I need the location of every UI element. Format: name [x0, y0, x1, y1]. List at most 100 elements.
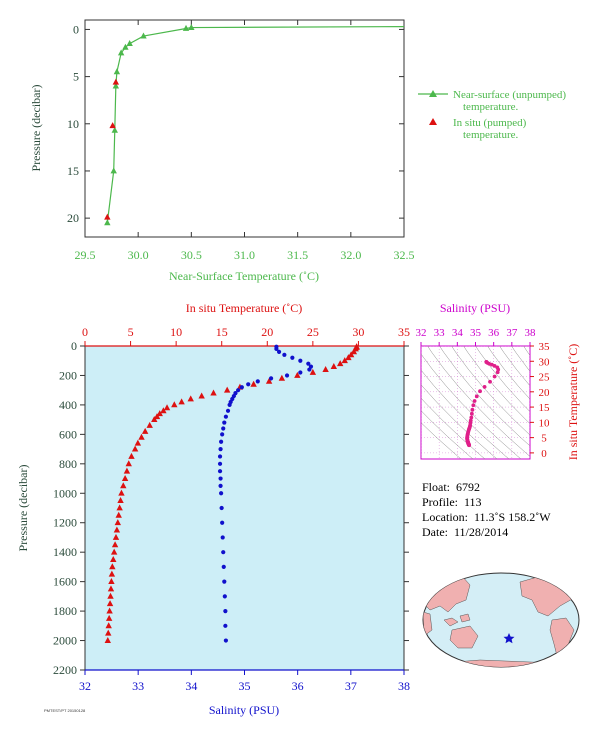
salinity-point [223, 623, 228, 628]
salinity-point [227, 402, 232, 408]
ts-point [492, 374, 497, 379]
temperature-point [156, 410, 163, 417]
temperature-point [112, 533, 120, 540]
temperature-point [116, 504, 123, 511]
temperature-point [347, 351, 355, 358]
density-contour [421, 410, 474, 459]
temperature-point [265, 377, 273, 384]
ns-ytick-label: 10 [67, 117, 79, 131]
temperature-point [110, 548, 118, 555]
salinity-point [298, 370, 303, 375]
salinity-point [284, 373, 290, 378]
temperature-point [141, 427, 149, 434]
ts-temp-tick-label: 20 [539, 387, 551, 399]
density-contour [421, 422, 462, 459]
salinity-point [220, 432, 225, 437]
pressure-tick-label: 200 [59, 368, 77, 382]
profile-label: Profile: [422, 495, 458, 509]
salinity-point [219, 439, 224, 444]
temperature-point [118, 489, 125, 496]
ts-sal-tick-label: 34 [452, 327, 464, 339]
ts-point [469, 415, 474, 420]
temperature-point [104, 636, 111, 643]
salinity-point [221, 550, 226, 555]
salinity-point [220, 520, 225, 525]
temperature-point [108, 570, 116, 577]
salinity-point [219, 505, 224, 511]
ns-xtick-label: 29.5 [75, 248, 96, 262]
ts-sal-tick-label: 38 [525, 327, 537, 339]
temperature-point [322, 365, 329, 372]
near-surface-point [110, 167, 117, 174]
density-contour [421, 353, 522, 459]
ts-temp-tick-label: 5 [541, 433, 547, 445]
salinity-point [268, 376, 274, 381]
temperature-point [105, 622, 112, 629]
ns-xtick-label: 32.0 [340, 248, 361, 262]
temp-tick-label: 10 [170, 325, 182, 339]
near-surface-xlabel: Near-Surface Temperature (˚C) [169, 269, 319, 283]
temperature-point [210, 389, 217, 396]
salinity-point [222, 594, 227, 599]
near-surface-point [182, 24, 190, 31]
ns-xtick-label: 30.0 [128, 248, 149, 262]
temperature-point [146, 421, 153, 428]
legend-in-situ-label: In situ (pumped) [453, 117, 527, 129]
ts-sal-tick-label: 33 [434, 327, 446, 339]
salinity-point [225, 408, 231, 413]
ns-ytick-label: 15 [67, 164, 79, 178]
near-surface-legend: Near-surface (unpumped) temperature. In … [418, 89, 566, 141]
density-contour [451, 346, 530, 436]
ts-temp-tick-label: 25 [539, 372, 551, 384]
salinity-point [217, 454, 223, 459]
temperature-point [345, 354, 352, 361]
temperature-point [111, 541, 119, 548]
temp-tick-label: 5 [128, 325, 134, 339]
profile-ylabel: Pressure (decibar) [16, 465, 30, 552]
ts-point [474, 394, 479, 399]
ts-point [467, 443, 472, 448]
profile-top-xlabel: In situ Temperature (˚C) [186, 301, 303, 315]
temperature-point [106, 600, 114, 607]
sal-tick-label: 32 [79, 679, 91, 693]
ts-sal-tick-label: 32 [416, 327, 427, 339]
temperature-point [128, 452, 135, 459]
temperature-point [110, 555, 117, 562]
legend-near-surface-label-2: temperature. [463, 101, 519, 113]
temperature-point [114, 519, 122, 526]
density-contour [463, 346, 530, 425]
ts-right-ylabel: In situ Temperature (˚C) [566, 344, 580, 461]
salinity-point [290, 355, 295, 360]
salinity-point [274, 346, 279, 352]
salinity-point [217, 469, 223, 474]
salinity-point [223, 638, 228, 643]
salinity-point [276, 349, 282, 354]
temperature-point [131, 445, 139, 452]
float-value: 6792 [456, 480, 481, 494]
location-map [422, 572, 580, 668]
density-contour [523, 346, 530, 356]
pressure-tick-label: 2000 [53, 634, 77, 648]
ts-point [471, 403, 476, 408]
salinity-point [220, 535, 225, 540]
pressure-tick-label: 600 [59, 427, 77, 441]
ts-point [472, 399, 477, 403]
sal-tick-label: 34 [185, 679, 197, 693]
salinity-point [222, 420, 227, 425]
salinity-point [223, 414, 228, 419]
temperature-point [163, 404, 171, 411]
temperature-point [294, 371, 301, 378]
pressure-tick-label: 400 [59, 398, 77, 412]
float-label: Float: [422, 480, 451, 494]
salinity-point [221, 426, 226, 431]
ns-xtick-label: 30.5 [181, 248, 202, 262]
ts-point [495, 370, 500, 375]
temperature-point [187, 395, 194, 402]
sal-tick-label: 33 [132, 679, 144, 693]
density-contour [427, 346, 530, 457]
profile-bottom-xlabel: Salinity (PSU) [209, 703, 279, 717]
ts-diagram: 32 33 34 35 36 37 38 0 5 10 15 20 25 30 35 Salinity (P… [416, 301, 581, 461]
temperature-point [330, 363, 338, 370]
temperature-point [198, 392, 205, 399]
